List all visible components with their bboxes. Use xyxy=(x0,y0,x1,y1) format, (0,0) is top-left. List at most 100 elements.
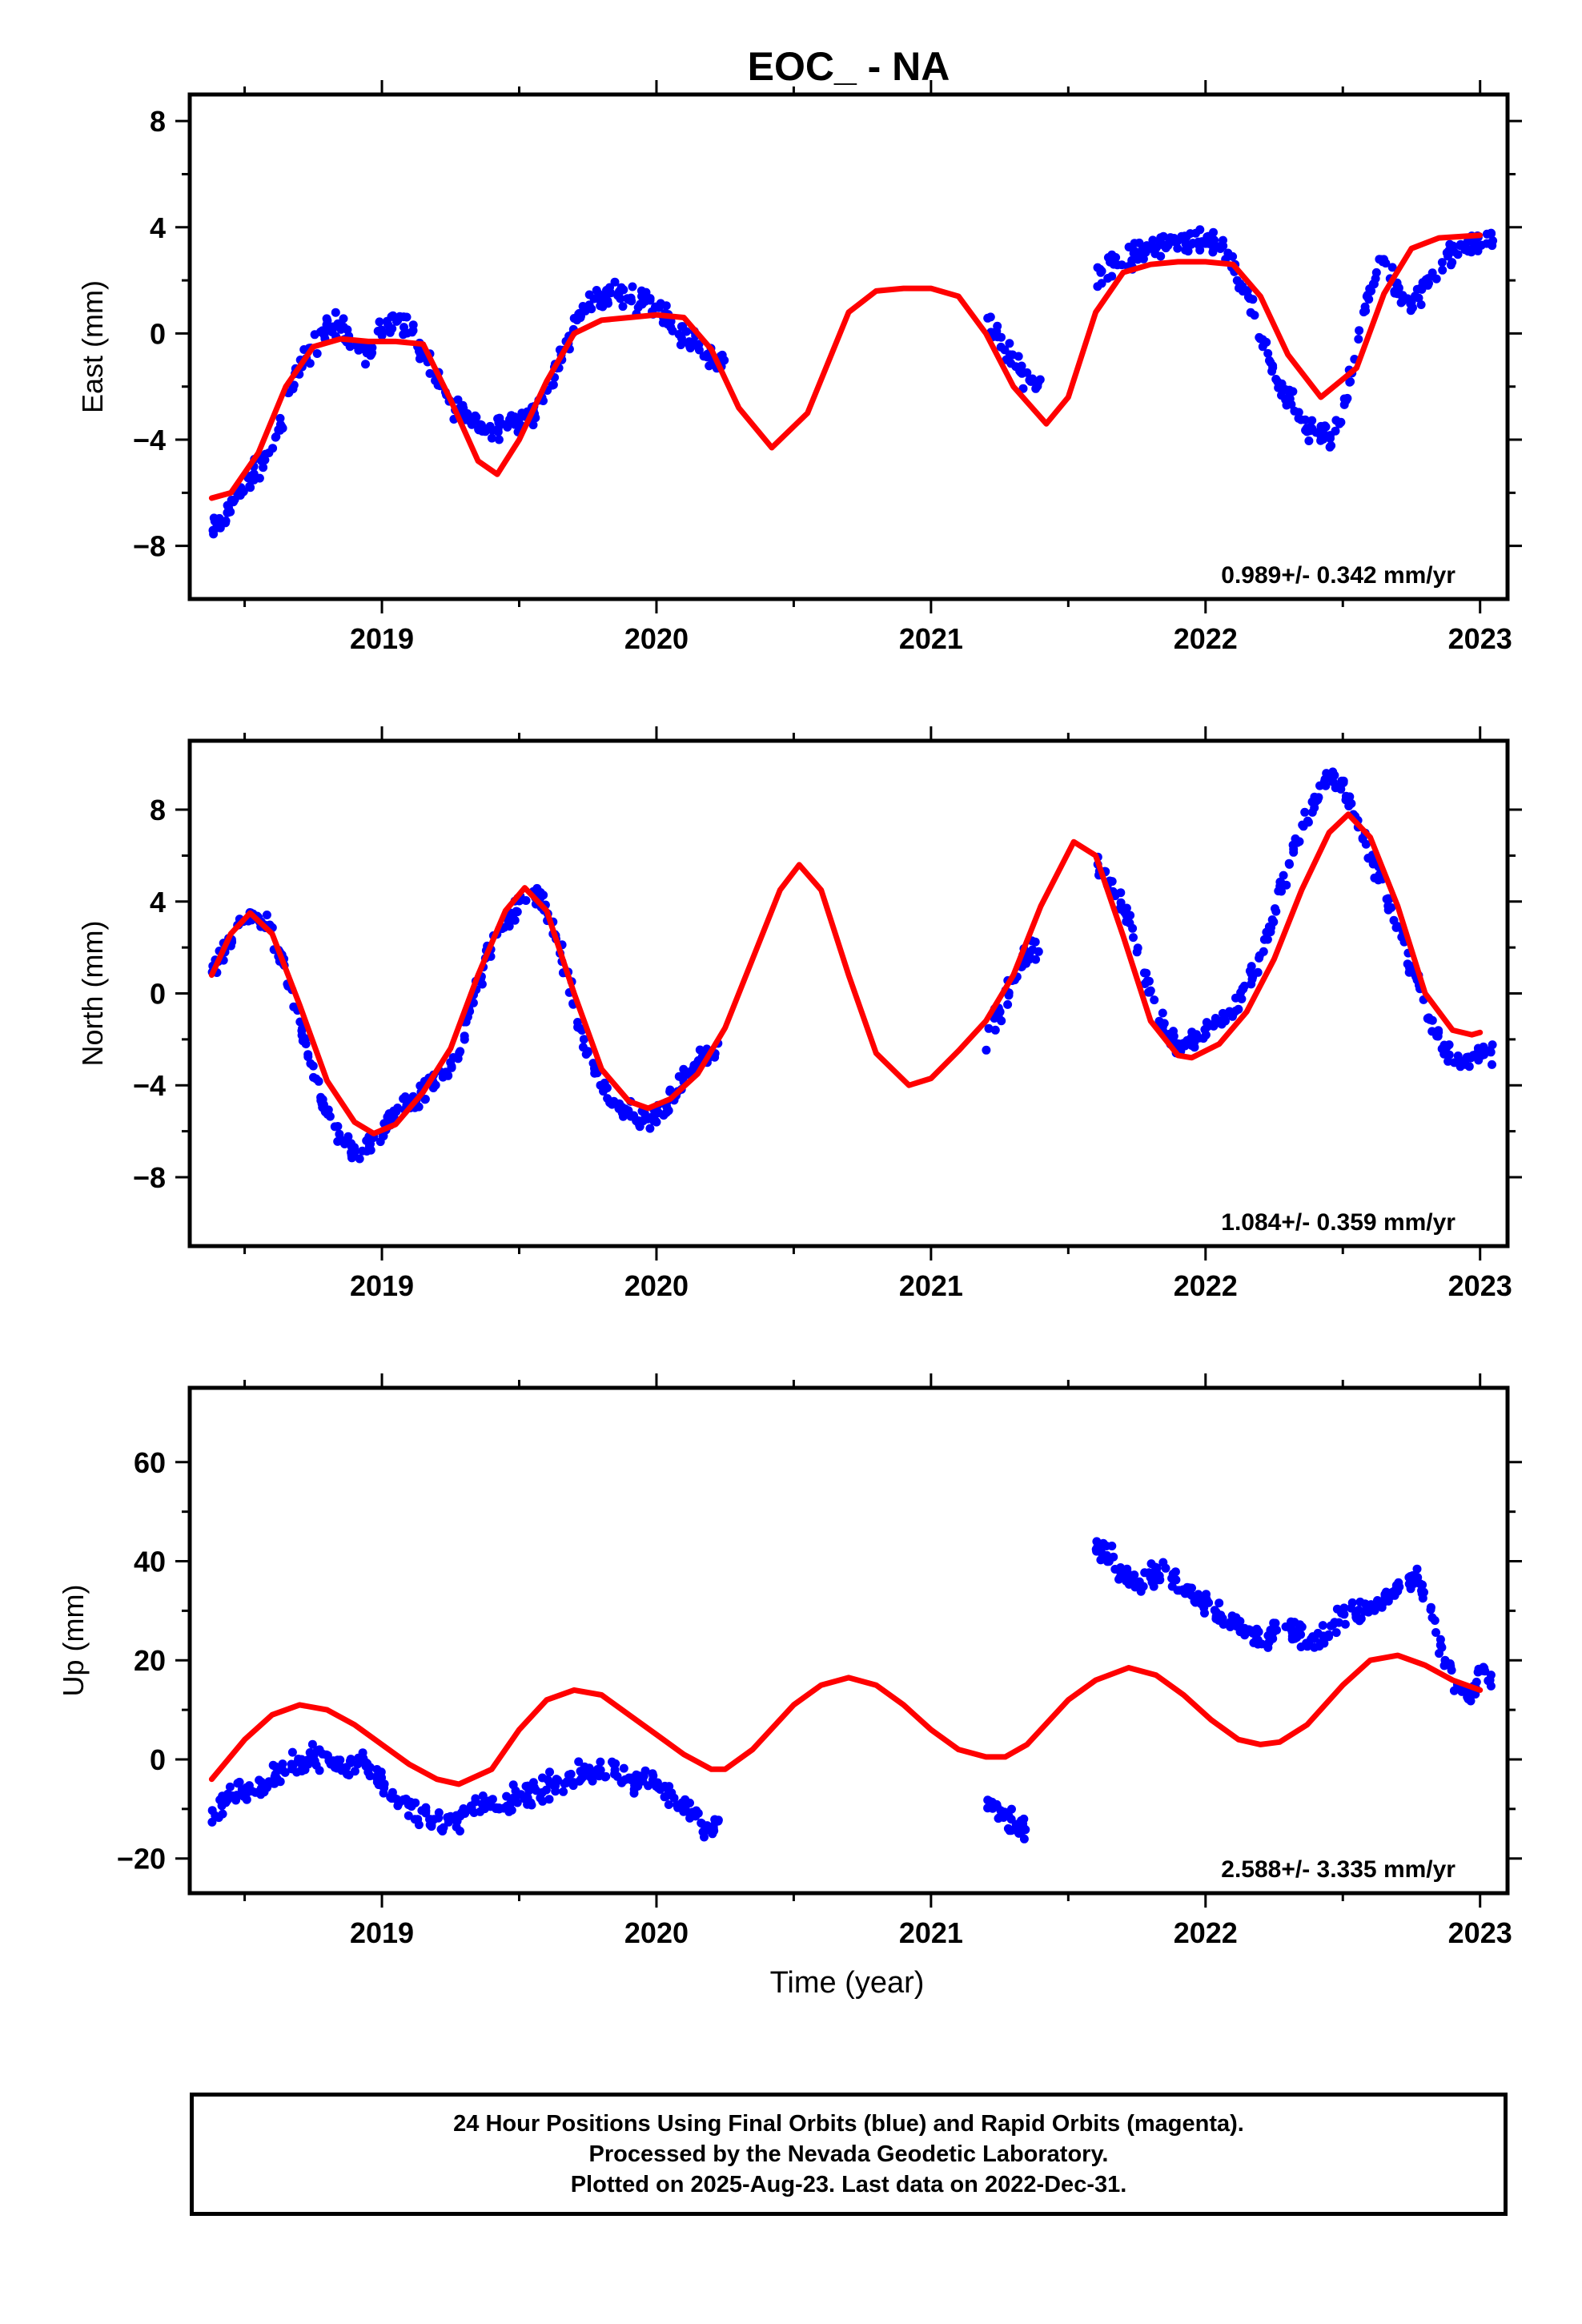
up-data-point xyxy=(1004,1811,1014,1820)
east-data-point xyxy=(1437,258,1447,267)
up-data-point xyxy=(1170,1567,1180,1577)
up-data-point xyxy=(221,1798,231,1807)
up-data-point xyxy=(512,1798,522,1807)
east-data-point xyxy=(1463,237,1472,247)
east-data-point xyxy=(1469,242,1479,251)
east-data-point xyxy=(235,486,245,496)
up-data-point xyxy=(225,1782,235,1791)
footer-caption-box: 24 Hour Positions Using Final Orbits (bl… xyxy=(190,2093,1508,2216)
up-data-point xyxy=(1115,1573,1125,1582)
north-data-point xyxy=(1271,907,1281,916)
east-data-point xyxy=(1368,279,1378,288)
up-data-point xyxy=(527,1800,536,1810)
east-data-point xyxy=(493,427,503,436)
east-data-point xyxy=(1262,337,1271,347)
east-data-point xyxy=(574,309,584,319)
north-data-point xyxy=(1442,1043,1452,1052)
up-data-point xyxy=(1014,1828,1024,1838)
north-data-point xyxy=(323,1105,333,1115)
up-data-point xyxy=(713,1816,723,1826)
east-data-point xyxy=(1307,416,1317,425)
east-data-point xyxy=(1148,235,1158,245)
up-data-point xyxy=(275,1777,285,1787)
east-data-point xyxy=(1180,231,1190,241)
up-data-point xyxy=(669,1793,679,1803)
east-rate-label: 0.989+/- 0.342 mm/yr xyxy=(1221,562,1456,589)
north-data-point xyxy=(1187,1027,1197,1037)
up-data-point xyxy=(1324,1630,1334,1639)
up-data-point xyxy=(456,1811,465,1821)
east-data-point xyxy=(1438,265,1447,275)
up-data-point xyxy=(207,1817,217,1827)
east-data-point xyxy=(223,508,232,517)
up-data-point xyxy=(661,1791,671,1801)
north-data-point xyxy=(1488,1059,1496,1069)
up-data-point xyxy=(377,1773,386,1783)
north-data-point xyxy=(521,896,531,905)
east-data-point xyxy=(1416,300,1426,309)
north-data-point xyxy=(1247,975,1257,984)
up-data-point xyxy=(456,1827,464,1835)
east-data-point xyxy=(658,318,668,328)
up-data-point xyxy=(256,1777,266,1787)
east-data-point xyxy=(626,293,636,303)
north-data-point xyxy=(1368,859,1378,869)
north-y-tick-label: 4 xyxy=(150,886,166,919)
up-data-point xyxy=(1007,1804,1016,1814)
north-data-point xyxy=(510,915,520,925)
north-data-point xyxy=(1425,1015,1435,1024)
up-data-point xyxy=(620,1775,630,1784)
up-data-point xyxy=(404,1811,413,1820)
up-x-tick-label: 2020 xyxy=(624,1916,689,1949)
up-data-point xyxy=(1363,1605,1373,1614)
north-data-point xyxy=(579,1035,588,1044)
north-data-point xyxy=(1294,837,1303,846)
east-data-point xyxy=(312,349,322,358)
up-data-point xyxy=(512,1790,522,1799)
up-data-point xyxy=(502,1791,512,1801)
north-data-point xyxy=(350,1143,359,1152)
north-data-points xyxy=(207,767,1497,1164)
up-data-point xyxy=(1318,1621,1327,1630)
up-data-point xyxy=(307,1739,317,1749)
up-data-point xyxy=(566,1769,576,1779)
east-data-point xyxy=(453,395,463,404)
east-x-tick-label: 2021 xyxy=(899,622,963,655)
north-data-point xyxy=(645,1124,655,1133)
east-data-point xyxy=(377,331,387,340)
up-y-tick-label: 60 xyxy=(134,1446,166,1479)
up-data-point xyxy=(1386,1591,1395,1601)
up-data-point xyxy=(524,1786,534,1795)
east-data-point xyxy=(674,330,684,339)
north-data-point xyxy=(297,1031,307,1040)
up-data-point xyxy=(1210,1606,1219,1615)
east-data-point xyxy=(1367,286,1376,296)
up-x-tick-label: 2019 xyxy=(350,1916,414,1949)
up-data-point xyxy=(1235,1617,1245,1626)
east-data-point xyxy=(361,360,370,369)
north-data-point xyxy=(1253,967,1263,977)
east-data-point xyxy=(589,294,599,304)
up-data-point xyxy=(538,1773,547,1783)
north-data-point xyxy=(309,1072,318,1082)
north-data-point xyxy=(355,1154,364,1164)
up-data-point xyxy=(574,1757,584,1767)
east-data-point xyxy=(209,529,219,539)
up-data-point xyxy=(235,1777,244,1787)
north-data-point xyxy=(1347,798,1356,808)
north-data-point xyxy=(262,911,271,919)
up-data-point xyxy=(1263,1642,1273,1652)
up-data-point xyxy=(700,1832,709,1842)
east-data-point xyxy=(1331,426,1340,436)
north-data-point xyxy=(1221,1016,1230,1026)
north-data-point xyxy=(347,1151,356,1160)
north-data-point xyxy=(1480,1050,1489,1059)
north-data-point xyxy=(1144,976,1154,986)
north-data-point xyxy=(1259,947,1268,956)
up-data-point xyxy=(1426,1602,1435,1612)
up-data-point xyxy=(1412,1564,1422,1574)
north-data-point xyxy=(1275,882,1285,891)
up-data-point xyxy=(1303,1642,1312,1651)
up-data-point xyxy=(1332,1604,1342,1614)
up-data-point xyxy=(1393,1582,1403,1590)
